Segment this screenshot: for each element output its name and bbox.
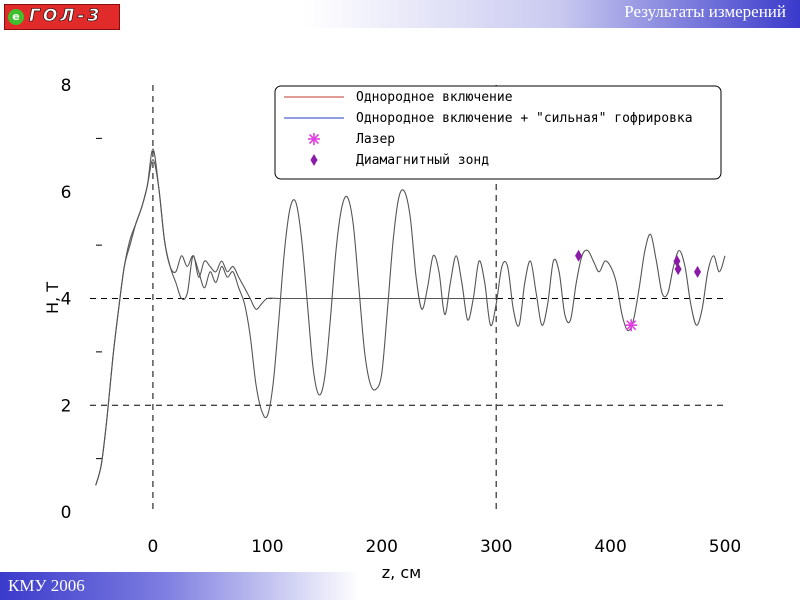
y-tick-label: 6 (61, 183, 72, 203)
y-tick-label: 2 (61, 396, 72, 416)
legend-label: Лазер (356, 132, 395, 147)
legend-box (274, 85, 722, 180)
probe-marker (694, 265, 702, 278)
x-tick-label: 400 (594, 537, 626, 557)
x-tick-label: 500 (709, 537, 741, 557)
series-line-1 (95, 148, 497, 486)
logo-text: ГОЛ-3 (29, 6, 103, 27)
page-title: Результаты измерений (624, 2, 786, 21)
x-tick-label: 300 (480, 537, 512, 557)
legend-label: Однородное включение + "сильная" гофриро… (356, 111, 693, 126)
gol3-logo: e ГОЛ-3 (4, 4, 120, 30)
legend-swatch-laser (308, 133, 320, 145)
legend-label: Однородное включение (356, 90, 513, 105)
logo-badge-icon: e (8, 9, 24, 25)
probe-marker (673, 255, 681, 268)
footer-text: КМУ 2006 (8, 576, 85, 595)
x-tick-label: 0 (148, 537, 159, 557)
y-tick-label: 8 (61, 76, 72, 96)
series-line-2 (95, 159, 726, 486)
probe-marker (674, 263, 682, 276)
legend-label: Диамагнитный зонд (356, 153, 489, 168)
legend-swatch-probe (310, 154, 318, 166)
laser-marker (625, 319, 638, 332)
header-bar: e ГОЛ-3 Результаты измерений (0, 0, 800, 30)
probe-marker (575, 249, 583, 262)
y-axis-label: H, Т (43, 282, 62, 314)
x-axis-label: z, см (382, 563, 421, 582)
x-tick-label: 100 (251, 537, 283, 557)
y-tick-label: 4 (61, 290, 72, 310)
y-tick-label: 0 (61, 503, 72, 523)
footer-bar: КМУ 2006 (0, 572, 360, 600)
x-tick-label: 200 (366, 537, 398, 557)
